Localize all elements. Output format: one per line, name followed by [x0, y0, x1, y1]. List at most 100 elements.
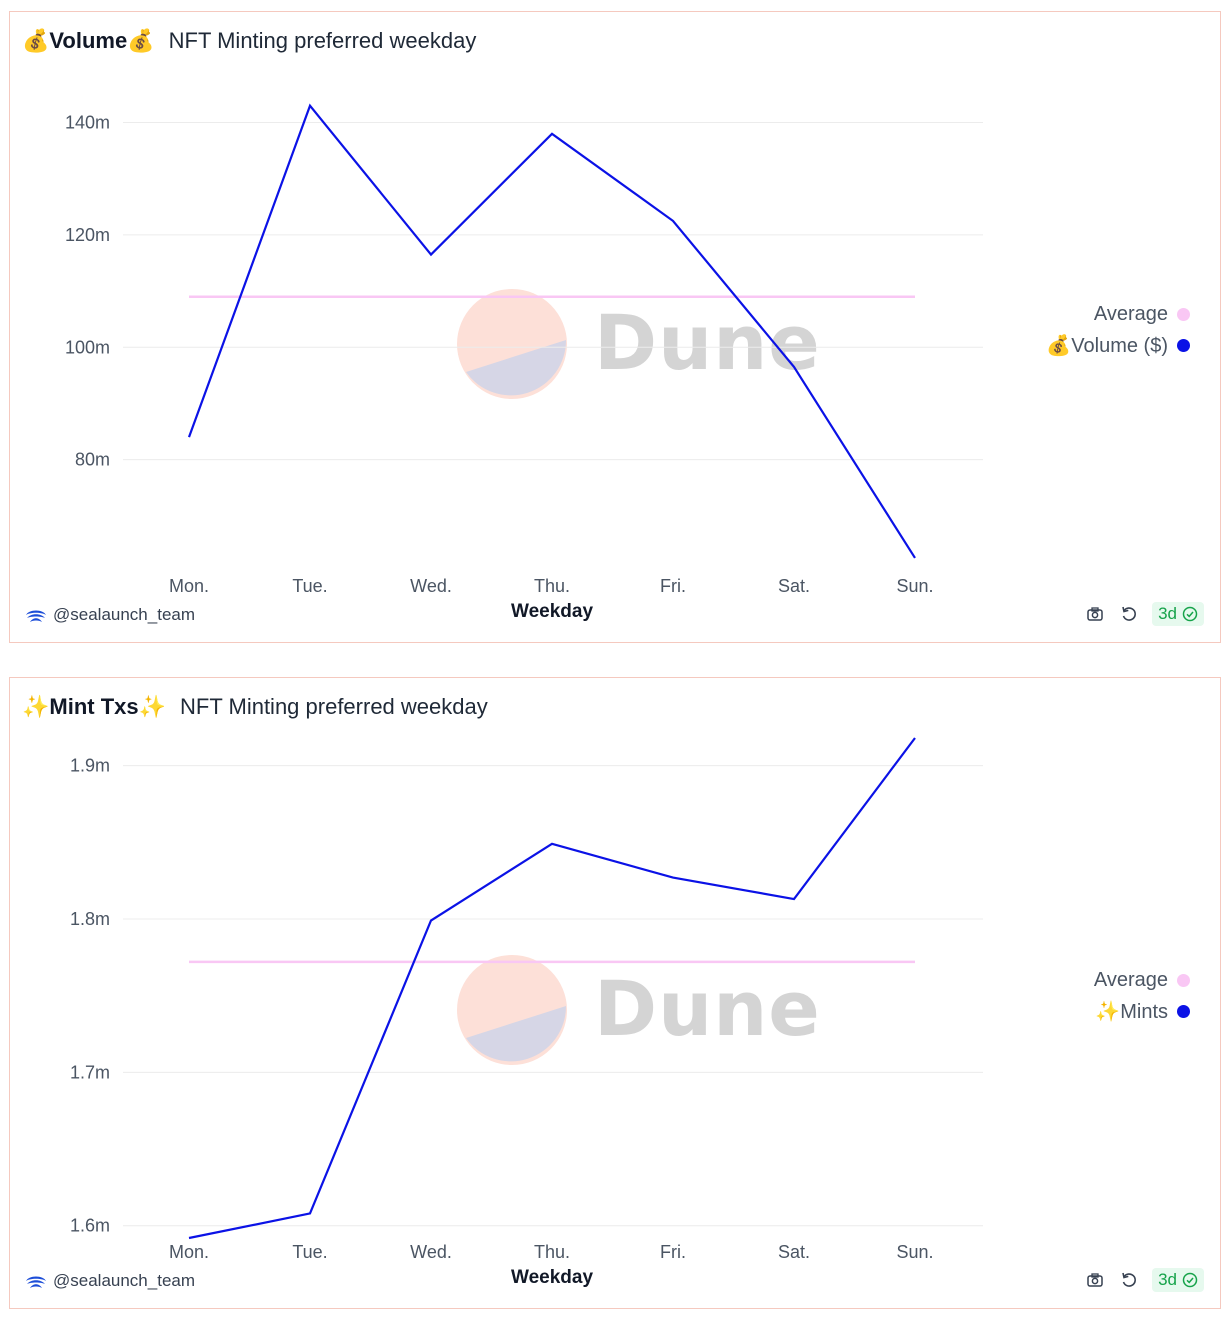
chart-actions: 3d: [1070, 602, 1204, 626]
legend-label: 💰Volume ($): [1046, 335, 1168, 357]
data-point[interactable]: [670, 218, 676, 224]
average-point[interactable]: [670, 294, 676, 300]
data-point[interactable]: [912, 555, 918, 561]
legend-label: Average: [1093, 303, 1168, 325]
average-point[interactable]: [791, 294, 797, 300]
data-point[interactable]: [670, 875, 676, 881]
series-line[interactable]: [188, 737, 916, 1240]
dune-watermark: Dune: [456, 954, 820, 1069]
average-point[interactable]: [307, 959, 313, 965]
legend-item-average[interactable]: Average: [1046, 299, 1190, 330]
x-tick-label: Mon.: [169, 1242, 209, 1262]
average-point[interactable]: [307, 294, 313, 300]
average-point[interactable]: [428, 959, 434, 965]
average-point[interactable]: [912, 959, 918, 965]
y-tick-label: 100m: [65, 337, 110, 357]
query-name[interactable]: ✨Mint Txs✨: [22, 694, 167, 719]
y-tick-label: 80m: [75, 450, 110, 470]
freshness-badge[interactable]: 3d: [1152, 1268, 1204, 1292]
chart-legend: Average 💰Volume ($): [1046, 299, 1190, 361]
data-point[interactable]: [549, 131, 555, 137]
legend-dot-icon: [1177, 308, 1190, 321]
legend-dot-icon: [1177, 339, 1190, 352]
x-tick-label: Wed.: [410, 1242, 452, 1262]
volume-line-chart: 80m 100m 120m 140m Mon. Tue. Wed. Thu. Fri. Sat. S…: [65, 103, 983, 622]
chart-legend: Average ✨Mints: [1094, 965, 1190, 1027]
watermark-text: Dune: [594, 298, 821, 387]
freshness-badge[interactable]: 3d: [1152, 602, 1204, 626]
y-tick-label: 1.9m: [70, 756, 110, 776]
y-tick-label: 140m: [65, 113, 110, 133]
dune-watermark-icon: [457, 955, 567, 1065]
average-point[interactable]: [912, 294, 918, 300]
x-axis-label: Weekday: [511, 601, 593, 622]
data-point[interactable]: [428, 252, 434, 258]
dune-logo-icon: [26, 610, 46, 622]
average-point[interactable]: [186, 294, 192, 300]
legend-dot-icon: [1177, 1005, 1190, 1018]
dune-logo-icon: [26, 1276, 46, 1288]
x-tick-label: Thu.: [534, 576, 570, 596]
dune-watermark-icon: [457, 289, 567, 399]
author-name: @sealaunch_team: [53, 1271, 196, 1290]
legend-item-mints[interactable]: ✨Mints: [1094, 996, 1190, 1027]
legend-item-volume[interactable]: 💰Volume ($): [1046, 330, 1190, 361]
data-point[interactable]: [791, 364, 797, 370]
query-name[interactable]: 💰Volume💰: [22, 28, 155, 53]
mints-line-chart: 1.6m 1.7m 1.8m 1.9m Mon. Tue. Wed. Thu. Fri. Sat.…: [70, 735, 983, 1288]
x-tick-label: Wed.: [410, 576, 452, 596]
author-name: @sealaunch_team: [53, 605, 196, 624]
check-circle-icon: [1182, 606, 1198, 622]
chart-header: ✨Mint Txs✨ NFT Minting preferred weekday: [22, 694, 488, 720]
data-point[interactable]: [186, 1235, 192, 1241]
legend-label: ✨Mints: [1095, 1001, 1168, 1023]
camera-icon[interactable]: [1086, 605, 1104, 623]
series-line[interactable]: [187, 103, 916, 559]
x-tick-label: Tue.: [292, 1242, 327, 1262]
data-point[interactable]: [186, 434, 192, 440]
data-point[interactable]: [791, 896, 797, 902]
data-point[interactable]: [428, 918, 434, 924]
freshness-text: 3d: [1158, 1270, 1177, 1289]
x-tick-label: Sun.: [896, 576, 933, 596]
data-point[interactable]: [307, 1210, 313, 1216]
refresh-icon[interactable]: [1120, 605, 1138, 623]
chart-actions: 3d: [1070, 1268, 1204, 1292]
dune-watermark: Dune: [456, 288, 820, 403]
x-tick-label: Thu.: [534, 1242, 570, 1262]
refresh-icon[interactable]: [1120, 1271, 1138, 1289]
chart-title: NFT Minting preferred weekday: [180, 694, 488, 719]
average-point[interactable]: [670, 959, 676, 965]
chart-header: 💰Volume💰 NFT Minting preferred weekday: [22, 28, 476, 54]
check-circle-icon: [1182, 1272, 1198, 1288]
freshness-text: 3d: [1158, 604, 1177, 623]
average-point[interactable]: [791, 959, 797, 965]
author-link[interactable]: @sealaunch_team: [25, 605, 195, 625]
y-tick-label: 120m: [65, 225, 110, 245]
x-tick-label: Mon.: [169, 576, 209, 596]
data-point[interactable]: [549, 841, 555, 847]
x-tick-label: Fri.: [660, 576, 686, 596]
y-tick-label: 1.7m: [70, 1062, 110, 1082]
average-point[interactable]: [549, 959, 555, 965]
average-point[interactable]: [428, 294, 434, 300]
x-axis-label: Weekday: [511, 1267, 593, 1288]
average-point[interactable]: [186, 959, 192, 965]
mints-chart-panel: ✨Mint Txs✨ NFT Minting preferred weekday …: [9, 677, 1221, 1309]
legend-label: Average: [1093, 969, 1168, 991]
average-point[interactable]: [549, 294, 555, 300]
y-tick-label: 1.6m: [70, 1216, 110, 1236]
x-tick-label: Sun.: [896, 1242, 933, 1262]
data-point[interactable]: [307, 103, 313, 109]
chart-title: NFT Minting preferred weekday: [168, 28, 477, 53]
volume-chart-panel: 💰Volume💰 NFT Minting preferred weekday Du…: [9, 11, 1221, 643]
x-tick-label: Tue.: [292, 576, 327, 596]
legend-dot-icon: [1177, 974, 1190, 987]
author-link[interactable]: @sealaunch_team: [25, 1271, 195, 1291]
camera-icon[interactable]: [1086, 1271, 1104, 1289]
y-tick-label: 1.8m: [70, 909, 110, 929]
x-tick-label: Fri.: [660, 1242, 686, 1262]
data-point[interactable]: [912, 735, 918, 741]
legend-item-average[interactable]: Average: [1094, 965, 1190, 996]
watermark-text: Dune: [594, 964, 821, 1053]
